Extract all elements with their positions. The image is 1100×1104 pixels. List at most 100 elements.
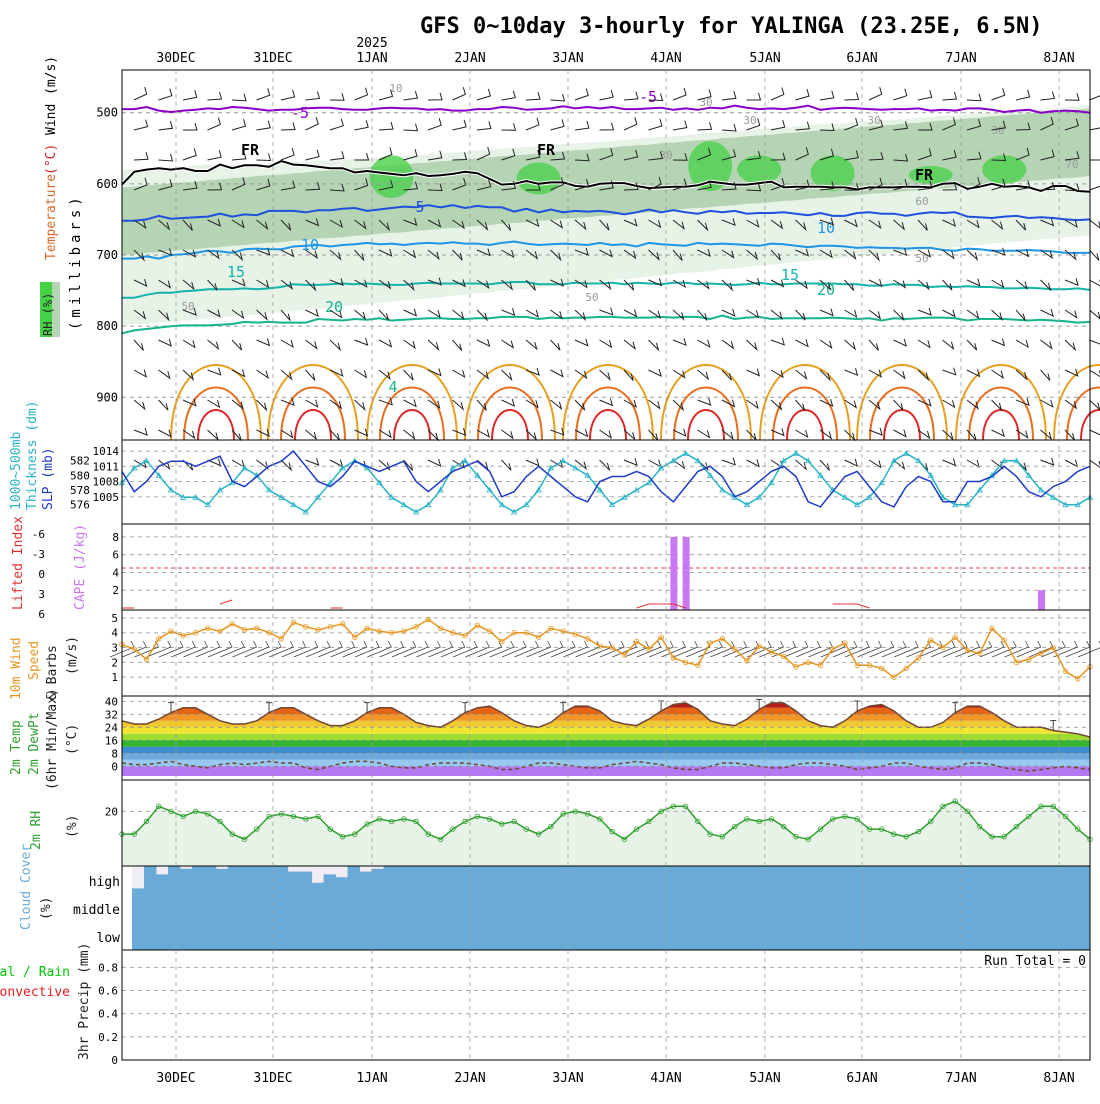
upper-wind-barb — [1041, 370, 1050, 380]
upper-wind-barb — [428, 118, 441, 130]
upper-wind-barb — [330, 151, 344, 160]
temp-tick-label: 32 — [105, 708, 118, 721]
temp-label-b: 2m DewPt — [27, 712, 42, 775]
cloud-bar — [300, 894, 312, 922]
upper-wind-barb — [747, 459, 760, 466]
cloud-bar — [1066, 894, 1078, 922]
upper-wind-barb — [208, 400, 220, 407]
cloud-bar — [1078, 894, 1090, 922]
upper-wind-barb — [428, 310, 440, 317]
upper-wind-barb — [306, 400, 318, 407]
upper-wind-barb — [1090, 220, 1100, 228]
cloud-bar — [874, 922, 886, 950]
contour-label-temperature: 20 — [817, 281, 835, 299]
cloud-bar — [791, 894, 803, 922]
precip-tick-label: 0.8 — [98, 961, 118, 974]
upper-wind-barb — [869, 340, 878, 350]
cloud-bar — [683, 922, 695, 950]
cloud-bar — [611, 922, 623, 950]
cloud-bar — [1030, 866, 1042, 894]
upper-wind-barb — [992, 280, 1004, 287]
contour-label-temperature: 10 — [301, 236, 319, 254]
surface-wind-barb — [674, 641, 698, 657]
upper-wind-barb — [208, 459, 221, 466]
upper-wind-barb — [526, 340, 537, 349]
wind-tick-label: 5 — [111, 612, 118, 625]
cloud-bar — [827, 922, 839, 950]
cloud-bar — [192, 922, 204, 950]
upper-wind-barb — [306, 430, 317, 439]
cloud-bar — [336, 894, 348, 922]
upper-wind-barb — [845, 280, 854, 291]
cloud-bar — [862, 894, 874, 922]
cloud-bar — [767, 922, 779, 950]
cape-tick-label: 4 — [112, 566, 119, 579]
year-label: 2025 — [356, 36, 387, 51]
surface-wind-barb — [502, 641, 526, 657]
cloud-bar — [419, 866, 431, 894]
lifted-index-line — [857, 604, 869, 608]
upper-wind-barb — [453, 87, 466, 100]
cloud-bar — [671, 894, 683, 922]
upper-wind-barb — [159, 89, 172, 100]
cloud-bar — [132, 894, 144, 922]
upper-wind-barb — [257, 121, 271, 130]
upper-wind-barb — [208, 430, 218, 439]
upper-wind-barb — [869, 87, 882, 100]
top-date-label: 8JAN — [1043, 51, 1074, 66]
cloud-bar — [156, 922, 168, 950]
upper-wind-barb — [306, 92, 320, 101]
lifted-index-line — [220, 600, 232, 604]
upper-wind-barb — [722, 458, 735, 465]
cloud-bar — [216, 922, 228, 950]
pressure-tick-label: 700 — [96, 248, 118, 262]
cloud-bar — [671, 866, 683, 894]
cloud-bar — [527, 894, 539, 922]
cloud-bar — [1006, 866, 1018, 894]
upper-wind-barb — [992, 429, 1005, 436]
upper-wind-barb — [1090, 338, 1100, 345]
contour-label-temperature: 15 — [227, 263, 245, 281]
cloud-bar — [898, 922, 910, 950]
cloud-bar — [683, 894, 695, 922]
cloud-bar — [419, 894, 431, 922]
cloud-bar — [563, 922, 575, 950]
cloud-bar — [156, 894, 168, 922]
upper-wind-barb — [673, 400, 683, 410]
slp-tick-label: 1008 — [93, 476, 120, 489]
cloud-bar — [443, 866, 455, 894]
cloud-bar — [503, 922, 515, 950]
cloud-bar — [132, 922, 144, 950]
cloud-bar — [431, 922, 443, 950]
surface-wind-barb — [649, 641, 673, 657]
upper-wind-barb — [306, 150, 320, 160]
cloud-bar — [503, 866, 515, 894]
upper-wind-barb — [992, 310, 1002, 319]
upper-wind-barb — [159, 339, 172, 346]
cloud-bar — [276, 922, 288, 950]
temp-tick-label: 0 — [111, 760, 118, 773]
surface-wind-barb — [220, 641, 244, 657]
upper-wind-barb — [551, 340, 561, 350]
cloud-bar — [659, 866, 671, 894]
pressure-tick-label: 800 — [96, 319, 118, 333]
upper-wind-barb — [208, 92, 222, 100]
upper-wind-barb — [796, 400, 805, 411]
cloud-bar — [407, 894, 419, 922]
cloud-bar — [910, 894, 922, 922]
top-date-label: 7JAN — [945, 51, 976, 66]
upper-wind-barb — [257, 339, 270, 346]
surface-wind-barb — [416, 641, 440, 657]
cloud-bar — [395, 922, 407, 950]
cloud-bar — [336, 877, 348, 894]
upper-wind-barb — [281, 398, 294, 405]
upper-wind-barb — [894, 370, 905, 378]
slp-tick-label: 1005 — [93, 491, 120, 504]
cloud-bar — [312, 894, 324, 922]
upper-wind-barb — [355, 88, 368, 100]
cloud-bar — [743, 922, 755, 950]
cloud-bar — [407, 866, 419, 894]
surface-wind-barb — [184, 641, 208, 657]
surface-wind-barb — [233, 641, 257, 657]
cape-label: CAPE (J/kg) — [73, 524, 88, 610]
